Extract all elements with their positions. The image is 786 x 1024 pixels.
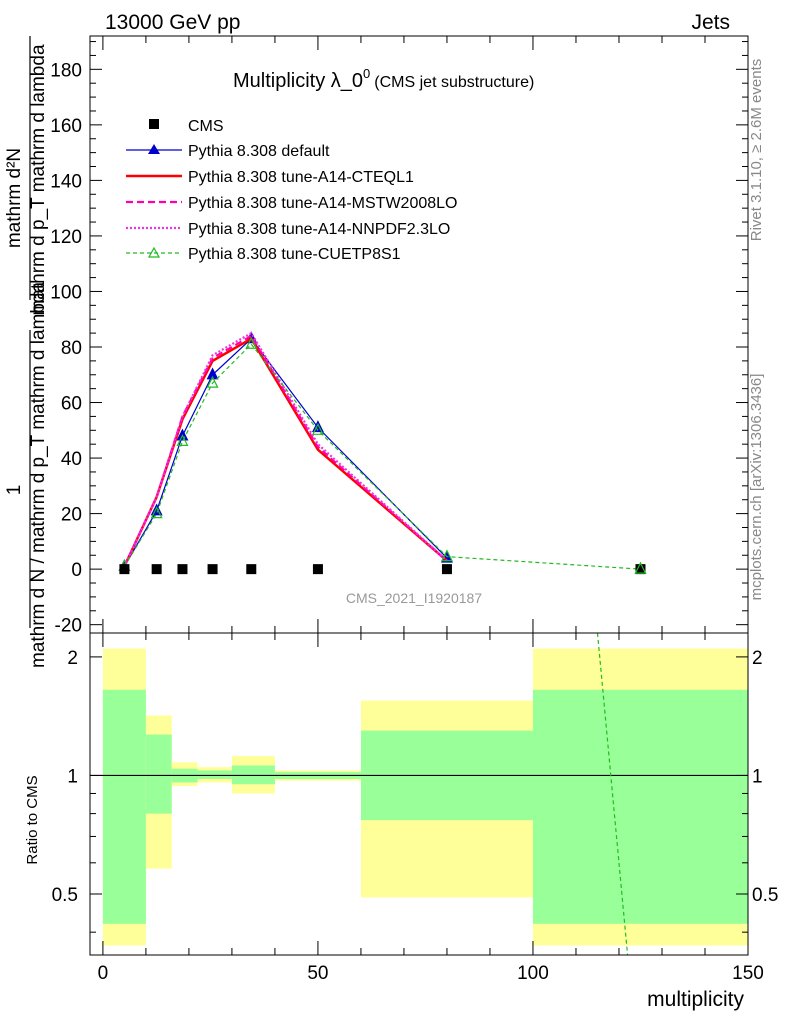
chart-title: Multiplicity λ_00 (CMS jet substructure) (233, 66, 534, 92)
y-tick-label: 180 (50, 60, 82, 81)
legend-marker-default (148, 144, 160, 154)
title-sub: (CMS jet substructure) (374, 74, 534, 91)
cms-marker (635, 564, 646, 575)
x-tick-label: 150 (732, 963, 764, 984)
cms-marker (151, 564, 162, 575)
x-tick-label: 0 (98, 963, 109, 984)
series-line-0 (123, 337, 448, 567)
x-axis-label: multiplicity (647, 988, 744, 1011)
header-right: Jets (691, 11, 730, 34)
legend-marker-cms (149, 119, 159, 129)
title-sup: 0 (363, 66, 370, 81)
ratio-band-green (102, 689, 146, 924)
ratio-band-green (532, 689, 748, 924)
ratio-y-tick-label-right: 1 (752, 766, 763, 787)
main-series (118, 331, 647, 575)
series-marker-4 (245, 336, 258, 349)
legend: CMS Pythia 8.308 default Pythia 8.308 tu… (126, 118, 457, 263)
x-tick-labels: 0 50 100 150 (98, 963, 764, 984)
series-marker-0 (206, 367, 219, 380)
cms-marker (119, 564, 130, 575)
ratio-ticks (90, 633, 749, 955)
cms-marker (207, 564, 218, 575)
analysis-label: CMS_2021_I1920187 (346, 590, 482, 606)
rivet-label: Rivet 3.1.10, ≥ 2.6M events (748, 59, 765, 242)
y-tick-label: 80 (61, 338, 82, 359)
ratio-y-tick-label-left: 1 (67, 766, 78, 787)
ratio-plot-frame (89, 632, 749, 956)
header-left: 13000 GeV pp (105, 11, 240, 34)
series-line-1 (123, 336, 448, 567)
main-ticks (90, 36, 749, 633)
title-main: Multiplicity λ_0 (233, 70, 363, 92)
x-tick-label: 50 (307, 963, 328, 984)
ratio-band-green (145, 734, 172, 814)
y-label-numerator-top: mathrm d²N (4, 148, 25, 248)
legend-entry-nnpdf: Pythia 8.308 tune-A14-NNPDF2.3LO (188, 221, 450, 238)
y-tick-label: 0 (71, 560, 82, 581)
y-label-denominator-top: mathrm d p_T mathrm d lambda (28, 44, 49, 315)
ratio-y-label: Ratio to CMS (24, 775, 41, 864)
ratio-y-tick-label-right: 2 (752, 648, 763, 669)
ratio-series (596, 632, 629, 956)
legend-entry-default: Pythia 8.308 default (188, 143, 330, 160)
y-tick-label: 60 (61, 394, 82, 415)
cms-marker (246, 564, 257, 575)
y-tick-label: 160 (50, 116, 82, 137)
ratio-line-cuetp8s1 (596, 632, 629, 956)
y-tick-label: 120 (50, 227, 82, 248)
series-line-3 (123, 331, 448, 567)
ratio-y-tick-label-left: 2 (67, 648, 78, 669)
y-tick-label: -20 (55, 616, 82, 637)
legend-entry-cteql1: Pythia 8.308 tune-A14-CTEQL1 (188, 169, 414, 186)
series-marker-4 (150, 506, 163, 519)
ratio-y-tick-labels: 0.5 0.5 1 1 2 2 (52, 648, 779, 906)
y-tick-label: 100 (50, 282, 82, 303)
cms-marker (441, 564, 452, 575)
series-marker-4 (176, 434, 189, 447)
series-line-2 (123, 334, 448, 567)
x-tick-label: 100 (517, 963, 549, 984)
series-marker-4 (206, 375, 219, 388)
legend-entry-mstw: Pythia 8.308 tune-A14-MSTW2008LO (188, 195, 457, 212)
series-marker-4 (440, 549, 453, 562)
y-tick-label: 20 (61, 505, 82, 526)
y-label-numerator: 1 (4, 485, 25, 496)
ratio-bands (102, 648, 748, 946)
series-marker-4-last (634, 561, 647, 574)
cms-marker (177, 564, 188, 575)
y-label-denominator: mathrm d N / mathrm d p_T mathrm d lambd… (28, 282, 49, 669)
main-y-label: mathrm d²N mathrm d p_T mathrm d lambda … (4, 36, 49, 668)
legend-entry-cms: CMS (188, 118, 224, 135)
mcplots-label: mcplots.cern.ch [arXiv:1306.3436] (748, 374, 765, 601)
legend-entry-cuetp8s1: Pythia 8.308 tune-CUETP8S1 (188, 246, 401, 263)
y-tick-label: 40 (61, 449, 82, 470)
legend-marker-cuetp8s1 (147, 246, 161, 258)
cms-marker (312, 564, 323, 575)
y-tick-label: 140 (50, 171, 82, 192)
main-y-tick-labels: -20 0 20 40 60 80 100 120 140 160 180 (50, 60, 82, 636)
ratio-band-green (197, 770, 232, 779)
ratio-y-tick-label-left: 0.5 (52, 885, 78, 906)
ratio-y-tick-label-right: 0.5 (752, 885, 778, 906)
series-marker-4 (311, 422, 324, 435)
series-line-4 (123, 343, 641, 570)
